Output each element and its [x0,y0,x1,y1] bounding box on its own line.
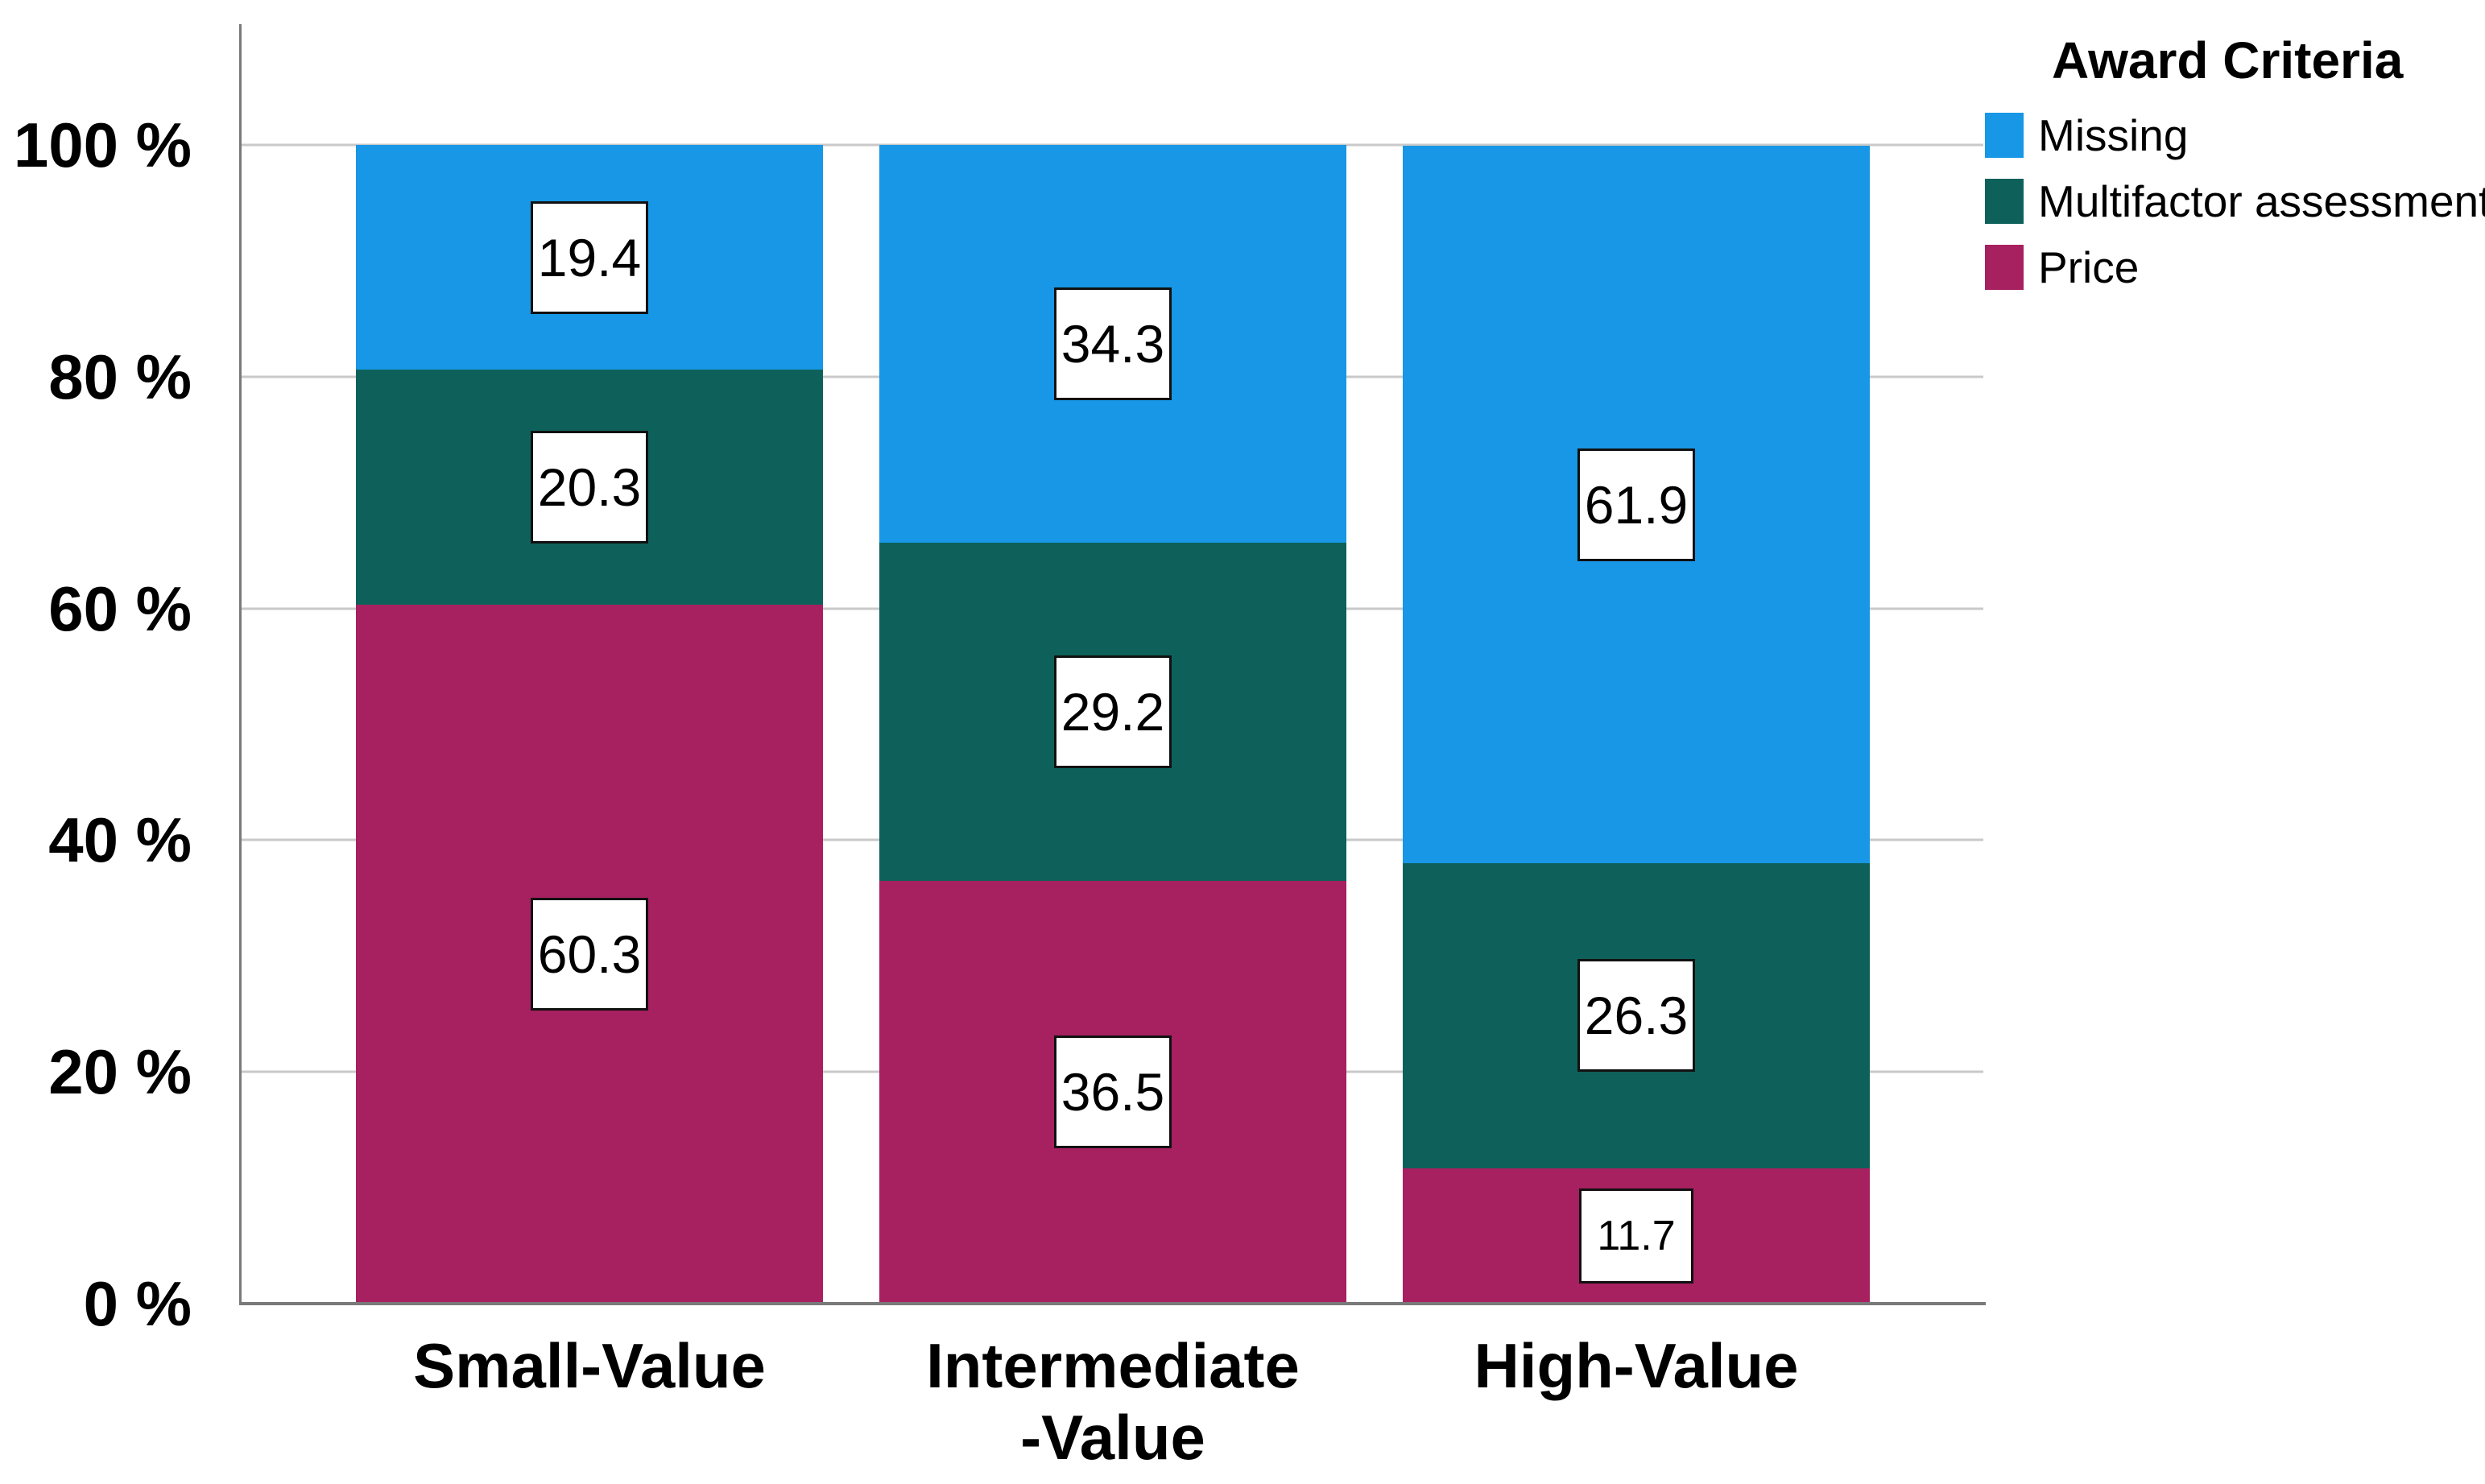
y-tick-label: 40 % [48,804,192,876]
x-category-label-line: -Value [1020,1401,1205,1473]
y-axis-line [239,24,242,1305]
legend-item: Multifactor assessment [1985,176,2485,226]
segment-value-label: 34.3 [1053,287,1172,400]
bar-segment-multifactor-assessment: 20.3 [356,370,823,606]
y-tick-label: 60 % [48,573,192,644]
segment-value-label: 26.3 [1577,959,1696,1073]
y-tick-label: 80 % [48,341,192,412]
segment-value-label: 11.7 [1579,1188,1693,1284]
segment-value-label: 20.3 [530,431,649,544]
plot-area: 60.3 20.3 19.4 36.5 29.2 34.3 11.7 26.3 61.9 [242,143,1983,1305]
bar-segment-missing: 34.3 [879,145,1346,543]
legend-swatch-missing [1985,113,2024,159]
segment-value-label: 19.4 [530,200,649,314]
legend-title: Award Criteria [2052,31,2404,89]
y-tick-label: 20 % [48,1036,192,1108]
y-tick-label: 0 % [83,1268,192,1339]
legend-items: Missing Multifactor assessment Price [1985,110,2485,292]
x-axis-baseline [239,1302,1986,1305]
y-axis-tick-labels: 0 % 20 % 40 % 60 % 80 % 100 % [0,114,192,1335]
segment-value-label: 61.9 [1577,448,1696,561]
legend-item-label: Missing [2038,110,2189,160]
y-tick-label: 100 % [13,110,192,180]
bar-segment-missing: 19.4 [356,145,823,370]
x-category-label-line: High-Value [1474,1330,1799,1401]
legend-item-label: Multifactor assessment [2038,176,2485,226]
bar-segment-multifactor-assessment: 29.2 [879,542,1346,881]
x-category-label-line: Small-Value [413,1330,766,1401]
legend-item-label: Price [2038,242,2140,292]
bar-segment-multifactor-assessment: 26.3 [1403,863,1870,1168]
bar-segment-price: 36.5 [879,880,1346,1304]
x-category-label: High-Value [1474,1330,1798,1402]
bar-column: 36.5 29.2 34.3 [879,145,1346,1304]
legend-item: Missing [1985,110,2485,160]
segment-value-label: 36.5 [1053,1035,1172,1149]
bar-column: 60.3 20.3 19.4 [356,145,823,1304]
bars-container: 60.3 20.3 19.4 36.5 29.2 34.3 11.7 26.3 61.9 [242,145,1983,1304]
bar-column: 11.7 26.3 61.9 [1403,145,1870,1304]
legend-swatch-price [1985,245,2024,291]
legend-item: Price [1985,242,2485,292]
x-category-label: Intermediate -Value [926,1330,1300,1474]
bar-segment-price: 11.7 [1403,1168,1870,1304]
segment-value-label: 60.3 [530,898,649,1011]
x-category-label-line: Intermediate [926,1330,1300,1401]
segment-value-label: 29.2 [1053,655,1172,768]
grid-line [242,143,1983,147]
legend: Award Criteria Missing Multifactor assess… [1985,32,2485,311]
bar-segment-price: 60.3 [356,605,823,1304]
x-category-label: Small-Value [413,1330,766,1402]
legend-swatch-multifactor-assessment [1985,179,2024,225]
bar-segment-missing: 61.9 [1403,146,1870,864]
